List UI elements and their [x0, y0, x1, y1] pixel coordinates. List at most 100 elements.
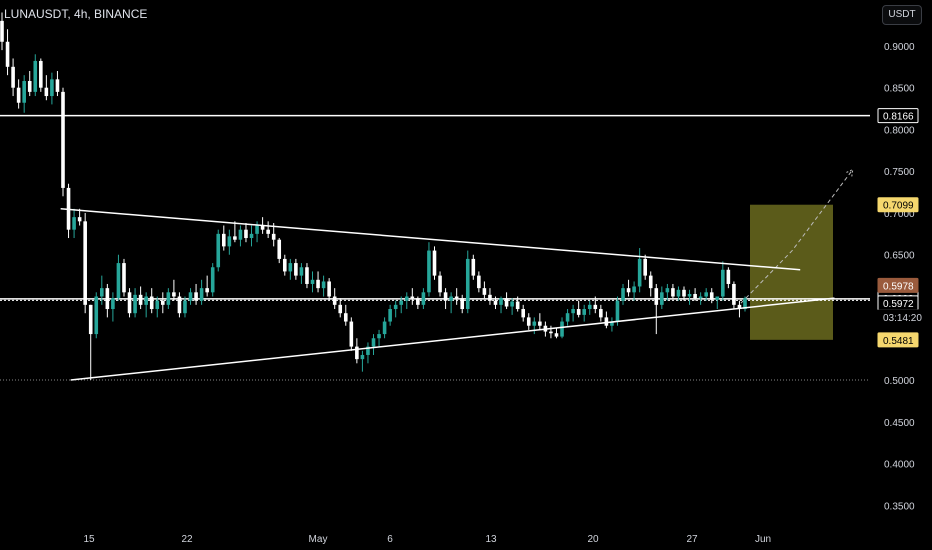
- candle-body: [604, 317, 609, 326]
- candle-body: [560, 321, 564, 337]
- candle-body: [388, 309, 392, 322]
- price-label-box: [877, 332, 919, 348]
- y-tick-label: 0.6500: [884, 251, 915, 262]
- candle-body: [449, 296, 453, 301]
- candle-body: [593, 304, 598, 310]
- candle-body: [571, 309, 575, 314]
- candle-body: [632, 286, 636, 293]
- candle-body: [105, 288, 110, 310]
- y-tick-label: 0.4500: [884, 418, 915, 429]
- candle-body: [88, 304, 93, 335]
- candle-body: [305, 267, 309, 284]
- candle-body: [299, 267, 304, 276]
- candle-body: [172, 292, 176, 297]
- y-tick-label: 0.9000: [884, 42, 915, 53]
- candle-body: [133, 294, 137, 314]
- price-label-box: [877, 197, 919, 213]
- x-tick-label: 22: [181, 534, 193, 545]
- y-tick-label: 0.8000: [884, 125, 915, 136]
- candle-body: [327, 281, 331, 297]
- candle-body: [460, 298, 465, 310]
- candle-body: [743, 298, 747, 310]
- candle-body: [371, 338, 376, 347]
- candle-body: [55, 79, 60, 92]
- time-axis: 15 22 May 6 13 20 27 Jun: [83, 534, 771, 545]
- chart-title: LUNAUSDT, 4h, BINANCE: [4, 7, 148, 21]
- candle-body: [355, 346, 359, 360]
- candle-body: [77, 217, 82, 222]
- candle-body: [0, 20, 4, 42]
- upper-trendline: [60, 208, 801, 271]
- y-tick-label: 0.7500: [884, 167, 915, 178]
- candle-body: [504, 298, 509, 307]
- candle-body: [538, 321, 542, 326]
- x-tick-label: 20: [587, 534, 599, 545]
- candle-body: [100, 288, 104, 297]
- candle-body: [83, 221, 87, 305]
- candle-body: [626, 288, 631, 293]
- candle-body: [127, 292, 132, 314]
- candle-body: [416, 298, 420, 305]
- candle-body: [615, 300, 620, 322]
- candle-body: [443, 292, 448, 301]
- lower-trendline: [70, 297, 835, 381]
- candle-body: [554, 333, 559, 337]
- candle-body: [582, 309, 587, 315]
- price-label-box: [877, 309, 927, 325]
- candle-body: [671, 288, 675, 297]
- candle-body: [693, 293, 697, 299]
- candle-body: [282, 258, 287, 272]
- candle-body: [493, 300, 498, 305]
- candle-body: [194, 292, 198, 301]
- candle-body: [465, 258, 470, 310]
- candle-body: [321, 281, 326, 289]
- candle-body: [310, 279, 315, 284]
- candle-body: [737, 304, 742, 310]
- candle-body: [404, 296, 409, 301]
- candle-body: [144, 296, 148, 305]
- candle-body: [221, 233, 226, 247]
- y-tick-label: 0.3500: [884, 501, 915, 512]
- candle-body: [338, 304, 343, 314]
- candle-body: [682, 289, 686, 297]
- candle-body: [715, 296, 720, 300]
- candle-body: [16, 87, 21, 103]
- candle-body: [393, 304, 398, 310]
- price-label-box: [877, 108, 919, 124]
- candle-body: [432, 250, 437, 276]
- currency-button[interactable]: USDT: [882, 5, 922, 25]
- candle-body: [676, 289, 681, 297]
- candle-body: [637, 258, 642, 287]
- candle-body: [5, 41, 10, 67]
- candle-body: [660, 292, 664, 305]
- candle-body: [687, 293, 692, 297]
- candle-body: [648, 275, 653, 289]
- candle-body: [160, 300, 165, 305]
- target-zone: [750, 204, 833, 340]
- candle-body: [238, 229, 243, 240]
- candle-body: [94, 296, 99, 335]
- candle-body: [349, 321, 354, 347]
- candle-body: [726, 269, 731, 284]
- y-tick-label: 0.7000: [884, 209, 915, 220]
- candle-body: [565, 313, 570, 322]
- candle-body: [709, 292, 714, 300]
- candle-body: [654, 288, 659, 305]
- candle-body: [521, 309, 526, 318]
- candle-body: [366, 346, 370, 355]
- candle-body: [266, 229, 270, 234]
- trendlines-layer: [60, 208, 835, 381]
- candle-body: [382, 321, 387, 335]
- price-label-text: 03:14:20: [883, 313, 922, 324]
- candle-body: [482, 288, 487, 295]
- candle-body: [488, 294, 492, 301]
- candle-body: [183, 300, 187, 314]
- price-label-text: 0.5481: [883, 336, 914, 347]
- x-tick-label: 6: [387, 534, 393, 545]
- candle-body: [704, 292, 708, 297]
- candle-body: [255, 225, 259, 234]
- candle-body: [61, 91, 65, 188]
- candle-body: [27, 81, 32, 92]
- candle-body: [233, 236, 237, 240]
